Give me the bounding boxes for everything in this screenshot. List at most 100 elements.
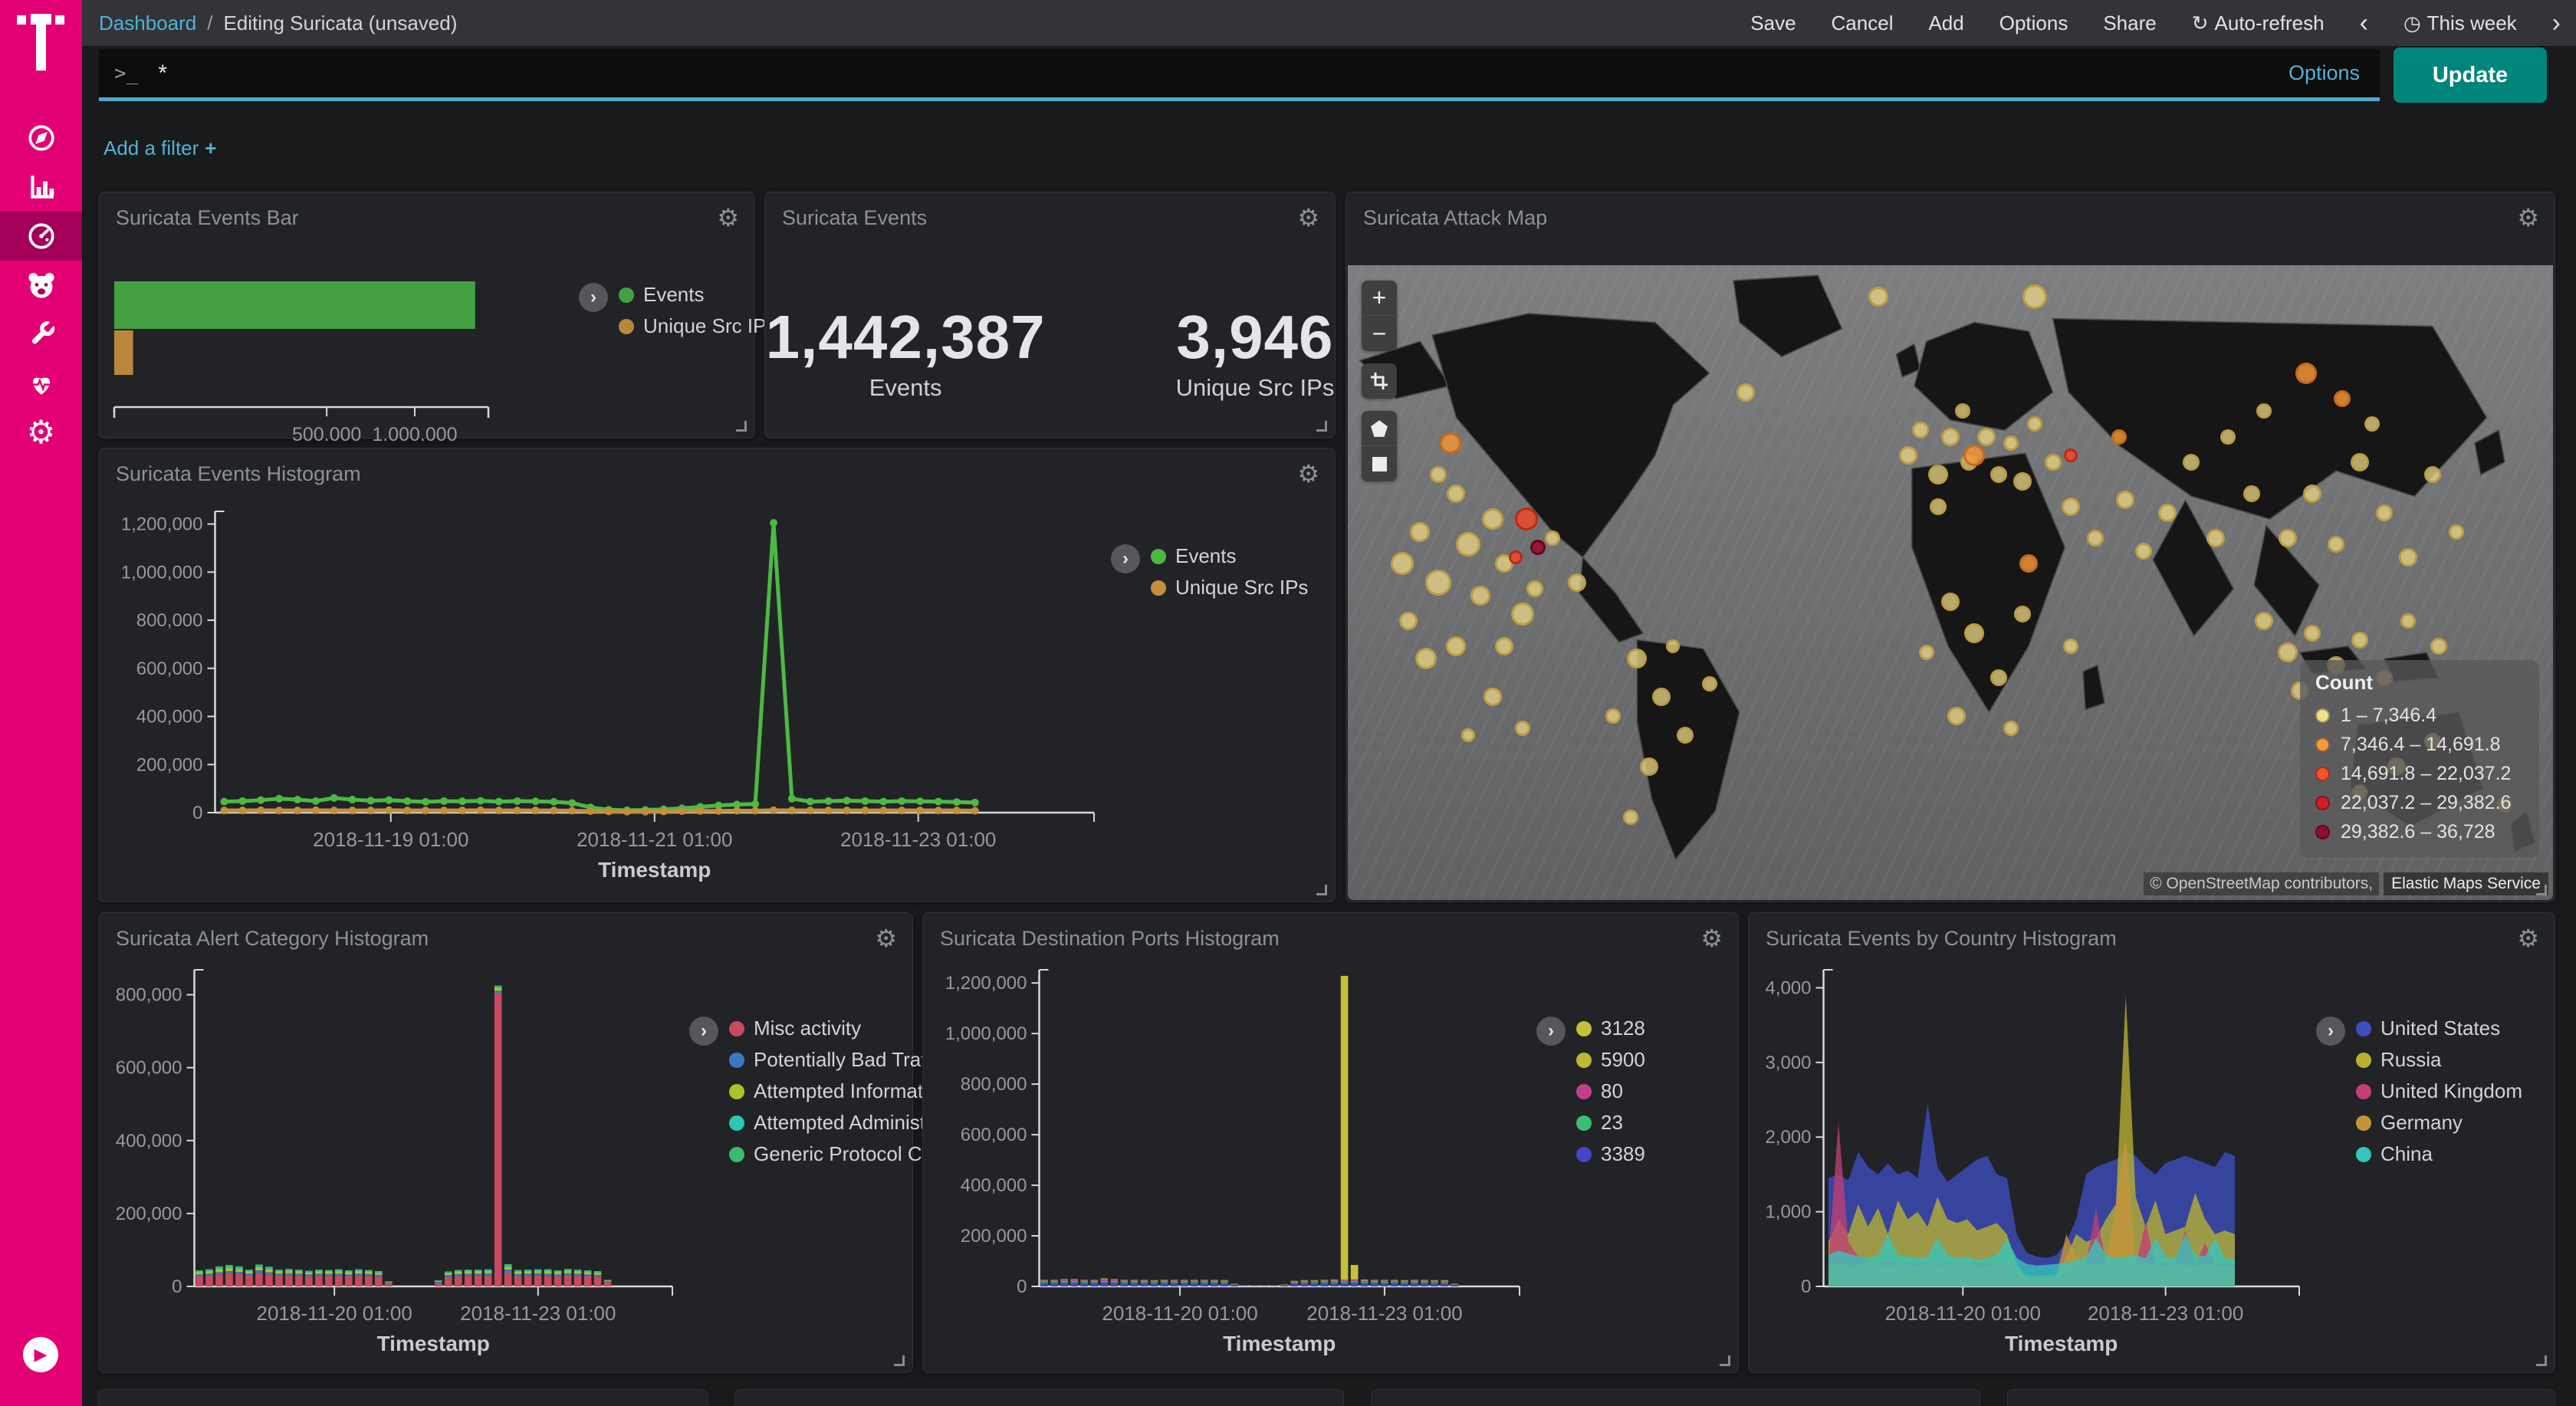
map-bubble bbox=[2157, 503, 2177, 522]
search-query-input[interactable] bbox=[158, 60, 2288, 87]
svg-text:600,000: 600,000 bbox=[961, 1125, 1027, 1145]
legend-item[interactable]: 5900 bbox=[1576, 1048, 1645, 1072]
map-bubble bbox=[1508, 550, 1523, 564]
osm-attribution[interactable]: © OpenStreetMap contributors, bbox=[2144, 872, 2380, 895]
resize-handle[interactable] bbox=[1720, 1355, 1730, 1366]
svg-text:2018-11-23 01:00: 2018-11-23 01:00 bbox=[840, 828, 996, 851]
map-polygon-select-button[interactable] bbox=[1362, 411, 1397, 446]
svg-text:800,000: 800,000 bbox=[961, 1074, 1027, 1095]
map-bubble bbox=[1447, 485, 1466, 504]
gear-icon[interactable]: ⚙ bbox=[1297, 204, 1319, 232]
map-bubble bbox=[1677, 726, 1694, 744]
legend-label: 5900 bbox=[1601, 1048, 1645, 1071]
elastic-maps-attribution[interactable]: Elastic Maps Service bbox=[2384, 872, 2548, 895]
t-mobile-logo-icon[interactable] bbox=[17, 14, 64, 75]
legend-color-dot bbox=[2356, 1083, 2371, 1099]
resize-handle[interactable] bbox=[736, 421, 747, 432]
add-button[interactable]: Add bbox=[1928, 11, 1964, 34]
options-button[interactable]: Options bbox=[1999, 11, 2068, 34]
legend-item[interactable]: 3128 bbox=[1576, 1017, 1645, 1040]
legend-toggle-icon[interactable]: › bbox=[2316, 1017, 2345, 1046]
time-back-button[interactable]: ‹ bbox=[2359, 8, 2368, 38]
share-button[interactable]: Share bbox=[2103, 11, 2157, 34]
legend-item[interactable]: Russia bbox=[2356, 1048, 2522, 1072]
metric-value: 3,946 bbox=[1176, 303, 1334, 371]
save-button[interactable]: Save bbox=[1750, 11, 1796, 34]
legend-item[interactable]: Attempted Administr... bbox=[729, 1111, 950, 1135]
legend-item[interactable]: 23 bbox=[1576, 1111, 1645, 1135]
map-rectangle-select-button[interactable] bbox=[1362, 446, 1397, 481]
cancel-button[interactable]: Cancel bbox=[1831, 11, 1894, 34]
sidebar-expand-button[interactable]: ▶ bbox=[23, 1337, 58, 1372]
sidebar-item-discover[interactable] bbox=[0, 113, 82, 163]
map-zoom-in-button[interactable]: + bbox=[1362, 281, 1397, 316]
legend-item[interactable]: Germany bbox=[2356, 1111, 2522, 1135]
gear-icon[interactable]: ⚙ bbox=[1700, 925, 1723, 952]
gear-icon[interactable]: ⚙ bbox=[2517, 204, 2539, 232]
map-zoom-out-button[interactable]: − bbox=[1372, 319, 1387, 347]
gear-icon[interactable]: ⚙ bbox=[717, 204, 739, 232]
map-legend-item: 7,346.4 – 14,691.8 bbox=[2315, 730, 2524, 759]
legend-item[interactable]: China bbox=[2356, 1142, 2522, 1166]
legend-item[interactable]: Unique Src IPs bbox=[1151, 576, 1308, 600]
crop-icon bbox=[1371, 373, 1388, 389]
add-filter-link[interactable]: Add a filter + bbox=[104, 136, 217, 159]
auto-refresh-button[interactable]: ↻ Auto-refresh bbox=[2191, 11, 2325, 34]
resize-handle[interactable] bbox=[894, 1355, 905, 1366]
legend-item[interactable]: United Kingdom bbox=[2356, 1079, 2522, 1103]
sidebar-item-dashboard[interactable] bbox=[0, 212, 82, 261]
sidebar-item-dev-tools[interactable] bbox=[0, 310, 82, 359]
gear-icon[interactable]: ⚙ bbox=[1297, 460, 1319, 488]
legend-item[interactable]: Generic Protocol Co... bbox=[729, 1142, 950, 1166]
legend-item[interactable]: 80 bbox=[1576, 1079, 1645, 1103]
legend-color-dot bbox=[2356, 1146, 2371, 1162]
legend-color-dot bbox=[1151, 548, 1166, 564]
time-forward-button[interactable]: › bbox=[2551, 8, 2561, 38]
legend-toggle-icon[interactable]: › bbox=[579, 283, 608, 312]
legend-item[interactable]: United States bbox=[2356, 1017, 2522, 1040]
panel-suricata-attack-map: Suricata Attack Map ⚙ bbox=[1346, 192, 2555, 902]
gear-icon[interactable]: ⚙ bbox=[875, 925, 897, 952]
resize-handle[interactable] bbox=[1316, 421, 1327, 432]
chart-legend: › Events Unique Src IPs bbox=[579, 283, 776, 438]
svg-text:0: 0 bbox=[1801, 1276, 1811, 1297]
map-bubble bbox=[2220, 429, 2236, 445]
svg-text:3,000: 3,000 bbox=[1765, 1053, 1811, 1073]
legend-item[interactable]: 3389 bbox=[1576, 1142, 1645, 1166]
update-button[interactable]: Update bbox=[2394, 48, 2547, 103]
legend-item[interactable]: Misc activity bbox=[729, 1017, 950, 1040]
legend-item[interactable]: Attempted Informati... bbox=[729, 1079, 950, 1103]
map-bubble bbox=[2115, 491, 2134, 510]
sidebar-item-visualize[interactable] bbox=[0, 163, 82, 212]
legend-item[interactable]: Events bbox=[1151, 544, 1308, 568]
map-legend-item: 1 – 7,346.4 bbox=[2315, 701, 2524, 730]
sidebar-item-management[interactable]: ⚙ bbox=[0, 408, 82, 457]
top-navigation-bar: Dashboard / Editing Suricata (unsaved) S… bbox=[82, 0, 2576, 46]
alert-category-chart: 0 200,000 400,000 600,000 800,000 2018-11-20 … bbox=[99, 959, 689, 1358]
map-legend-label: 22,037.2 – 29,382.6 bbox=[2341, 791, 2512, 813]
events-bar-chart: 500,000 1,000,000 bbox=[104, 249, 579, 445]
sidebar-item-monitoring[interactable] bbox=[0, 359, 82, 408]
svg-text:2018-11-23 01:00: 2018-11-23 01:00 bbox=[460, 1302, 616, 1325]
world-map[interactable]: + − C bbox=[1348, 265, 2553, 900]
map-bubble bbox=[2027, 416, 2043, 432]
legend-item[interactable]: Unique Src IPs bbox=[619, 314, 776, 338]
legend-toggle-icon[interactable]: › bbox=[1111, 544, 1140, 573]
resize-handle[interactable] bbox=[2536, 1355, 2547, 1366]
bear-icon bbox=[28, 272, 54, 298]
map-fit-data-button[interactable] bbox=[1362, 363, 1397, 399]
legend-toggle-icon[interactable]: › bbox=[689, 1017, 718, 1046]
map-bubble bbox=[2183, 453, 2200, 471]
breadcrumb-dashboard-link[interactable]: Dashboard bbox=[99, 11, 197, 34]
map-legend-item: 14,691.8 – 22,037.2 bbox=[2315, 759, 2524, 788]
metric-unique-src-ips: 3,946 Unique Src IPs bbox=[1176, 302, 1335, 402]
legend-item[interactable]: Potentially Bad Traffic bbox=[729, 1048, 950, 1072]
time-range-picker[interactable]: ◷ This week bbox=[2403, 11, 2517, 34]
legend-item[interactable]: Events bbox=[619, 283, 776, 307]
resize-handle[interactable] bbox=[2536, 885, 2547, 895]
resize-handle[interactable] bbox=[1316, 885, 1327, 895]
gear-icon[interactable]: ⚙ bbox=[2517, 925, 2539, 952]
legend-toggle-icon[interactable]: › bbox=[1536, 1017, 1566, 1046]
sidebar-item-hunting[interactable] bbox=[0, 261, 82, 310]
query-options-link[interactable]: Options bbox=[2288, 61, 2360, 84]
